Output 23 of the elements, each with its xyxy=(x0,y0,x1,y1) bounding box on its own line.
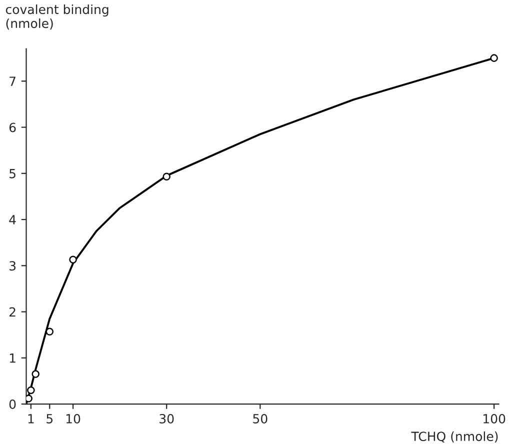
y-tick-label: 4 xyxy=(9,215,16,224)
y-tick-label: 2 xyxy=(9,307,16,317)
point xyxy=(69,256,77,264)
x-tick-label: 100 xyxy=(484,414,506,424)
point xyxy=(27,386,35,394)
point xyxy=(46,328,54,336)
y-tick-label: 3 xyxy=(10,261,16,271)
y-tick-label: 5 xyxy=(10,169,16,178)
y-tick-label: 0 xyxy=(9,400,16,409)
x-tick-label: 5 xyxy=(46,414,53,424)
x-tick-label: 10 xyxy=(66,414,80,424)
x-tick-label: 50 xyxy=(253,414,268,424)
point xyxy=(162,172,170,180)
x-tick-label: 30 xyxy=(160,414,174,424)
y-axis-title: covalent binding (nmole) xyxy=(6,4,108,30)
y-tick-label: 6 xyxy=(9,122,16,132)
point xyxy=(26,394,32,402)
y-tick-label: 7 xyxy=(10,76,16,86)
point xyxy=(32,370,40,378)
x-axis-title: TCHQ (nmole) xyxy=(411,431,498,443)
point xyxy=(490,54,498,62)
y-tick-label: 1 xyxy=(10,354,16,363)
x-tick-label: 1 xyxy=(28,414,34,424)
